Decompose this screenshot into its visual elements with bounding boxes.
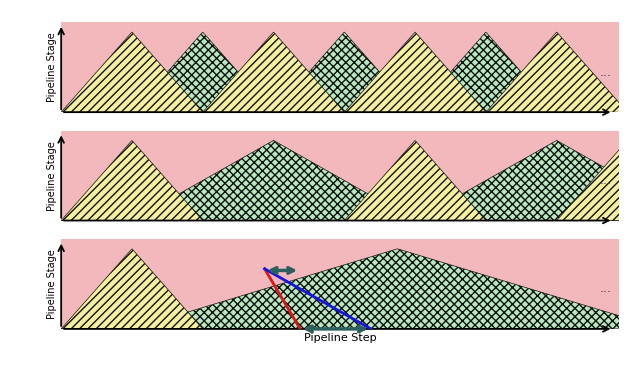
Polygon shape [132, 141, 415, 220]
Polygon shape [203, 32, 344, 112]
Polygon shape [557, 141, 640, 220]
Text: ...: ... [599, 282, 611, 295]
Polygon shape [132, 32, 273, 112]
Polygon shape [273, 32, 415, 112]
Text: ...: ... [599, 174, 611, 187]
Polygon shape [61, 249, 203, 329]
Polygon shape [61, 141, 203, 220]
Polygon shape [344, 32, 486, 112]
Polygon shape [486, 32, 627, 112]
Y-axis label: Pipeline Stage: Pipeline Stage [47, 32, 57, 102]
Polygon shape [415, 32, 557, 112]
Y-axis label: Pipeline Stage: Pipeline Stage [47, 249, 57, 319]
Polygon shape [132, 249, 640, 329]
Polygon shape [344, 141, 486, 220]
X-axis label: Pipeline Step: Pipeline Step [303, 333, 376, 343]
Text: ...: ... [599, 66, 611, 79]
Polygon shape [61, 32, 203, 112]
Y-axis label: Pipeline Stage: Pipeline Stage [47, 141, 57, 211]
Polygon shape [415, 141, 640, 220]
